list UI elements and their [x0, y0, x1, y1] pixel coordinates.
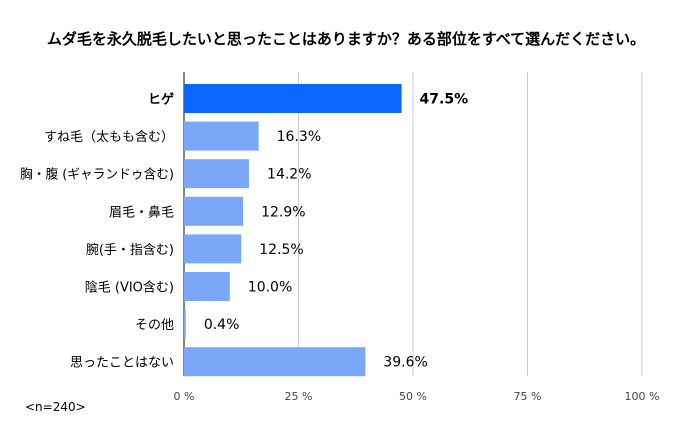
category-label-3: 眉毛・鼻毛: [109, 204, 174, 220]
value-label-2: 14.2%: [267, 167, 311, 183]
category-label-2: 胸・腹 (ギャランドゥ含む): [20, 167, 174, 183]
bar-6: [184, 309, 186, 339]
bar-1: [184, 121, 259, 151]
bar-4: [184, 234, 242, 264]
value-label-7: 39.6%: [383, 355, 427, 371]
bar-5: [184, 272, 230, 301]
category-label-4: 腕(手・指含む): [86, 242, 174, 258]
category-label-1: すね毛（太もも含む）: [44, 129, 174, 145]
x-tick-labels: 0 % 25 % 50 % 75 % 100 %: [174, 390, 660, 403]
x-tick-label-3: 75 %: [514, 390, 542, 403]
x-tick-label-0: 0 %: [174, 390, 195, 403]
value-label-6: 0.4%: [204, 317, 240, 333]
value-label-0: 47.5%: [420, 92, 469, 108]
bar-7: [184, 347, 366, 377]
bars: [184, 84, 402, 377]
value-labels: 47.5% 16.3% 14.2% 12.9% 12.5% 10.0% 0.4% 39.6%: [204, 92, 468, 371]
x-tick-label-2: 50 %: [399, 390, 427, 403]
x-tick-label-4: 100 %: [625, 390, 660, 403]
category-label-5: 陰毛 (VIO含む): [85, 280, 174, 296]
category-label-6: その他: [135, 318, 174, 333]
sample-size-note: <n=240>: [25, 400, 86, 414]
grid-lines: [183, 72, 643, 376]
bar-0: [184, 84, 402, 113]
value-label-1: 16.3%: [277, 129, 321, 145]
value-label-5: 10.0%: [248, 280, 292, 296]
chart-title: ムダ毛を永久脱毛したいと思ったことはありますか？ある部位をすべて選んだください。: [47, 30, 645, 48]
bar-2: [184, 159, 250, 189]
bar-3: [184, 196, 244, 226]
category-label-7: 思ったことはない: [70, 356, 174, 371]
value-label-4: 12.5%: [259, 242, 303, 258]
value-label-3: 12.9%: [261, 204, 305, 220]
category-label-0: ヒゲ: [148, 92, 174, 108]
x-tick-label-1: 25 %: [285, 390, 313, 403]
